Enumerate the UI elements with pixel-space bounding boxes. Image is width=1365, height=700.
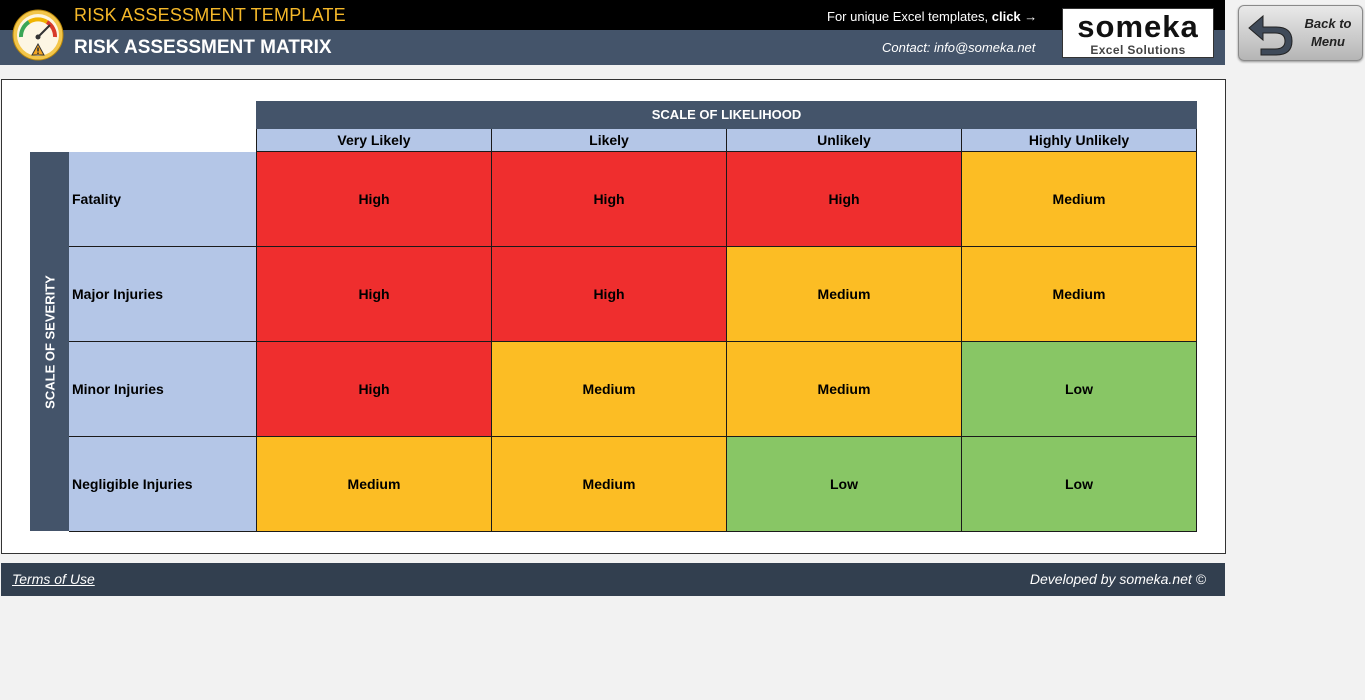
- severity-scale-header: SCALE OF SEVERITY: [30, 152, 69, 531]
- risk-cell: Medium: [962, 152, 1197, 247]
- row-header-negligible-injuries: Negligible Injuries: [69, 437, 257, 532]
- back-to-menu-button[interactable]: Back to Menu: [1238, 5, 1363, 61]
- risk-cell: High: [492, 152, 727, 247]
- footer-bar: Terms of Use Developed by someka.net ©: [1, 563, 1225, 596]
- risk-cell: Low: [962, 437, 1197, 532]
- promo-text[interactable]: For unique Excel templates, click →: [827, 9, 1037, 24]
- row-header-fatality: Fatality: [69, 152, 257, 247]
- developer-credit: Developed by someka.net ©: [1029, 571, 1206, 587]
- promo-label: For unique Excel templates,: [827, 9, 992, 24]
- risk-cell: High: [492, 247, 727, 342]
- terms-of-use-link[interactable]: Terms of Use: [12, 571, 95, 587]
- row-header-minor-injuries: Minor Injuries: [69, 342, 257, 437]
- header-bottom-bar: [0, 30, 1225, 65]
- promo-click-link[interactable]: click →: [991, 9, 1038, 24]
- back-arrow-icon: [1248, 14, 1293, 56]
- row-header-major-injuries: Major Injuries: [69, 247, 257, 342]
- risk-cell: Low: [962, 342, 1197, 437]
- risk-cell: High: [257, 152, 492, 247]
- risk-cell: High: [257, 247, 492, 342]
- header-top-bar: [0, 0, 1225, 30]
- someka-logo[interactable]: someka Excel Solutions: [1062, 8, 1214, 58]
- brand-name: someka: [1077, 9, 1199, 44]
- contact-email: Contact: info@someka.net: [882, 40, 1036, 55]
- risk-cell: Medium: [492, 437, 727, 532]
- column-header-highly-unlikely: Highly Unlikely: [961, 129, 1197, 152]
- risk-cell: Medium: [257, 437, 492, 532]
- column-header-very-likely: Very Likely: [256, 129, 492, 152]
- risk-cell: Medium: [727, 247, 962, 342]
- risk-gauge-icon: [12, 9, 64, 61]
- column-header-likely: Likely: [491, 129, 727, 152]
- likelihood-scale-header: SCALE OF LIKELIHOOD: [256, 101, 1197, 129]
- column-header-unlikely: Unlikely: [726, 129, 962, 152]
- grid-left-border: [256, 152, 257, 531]
- risk-cell: Medium: [727, 342, 962, 437]
- back-button-label: Back to Menu: [1304, 16, 1352, 49]
- app-title: RISK ASSESSMENT TEMPLATE: [74, 5, 346, 25]
- severity-scale-label: SCALE OF SEVERITY: [42, 274, 57, 409]
- risk-cell: Low: [727, 437, 962, 532]
- brand-subtitle: Excel Solutions: [1090, 43, 1186, 57]
- risk-cell: High: [727, 152, 962, 247]
- page-title: RISK ASSESSMENT MATRIX: [74, 37, 332, 58]
- risk-cell: Medium: [492, 342, 727, 437]
- risk-cell: Medium: [962, 247, 1197, 342]
- risk-cell: High: [257, 342, 492, 437]
